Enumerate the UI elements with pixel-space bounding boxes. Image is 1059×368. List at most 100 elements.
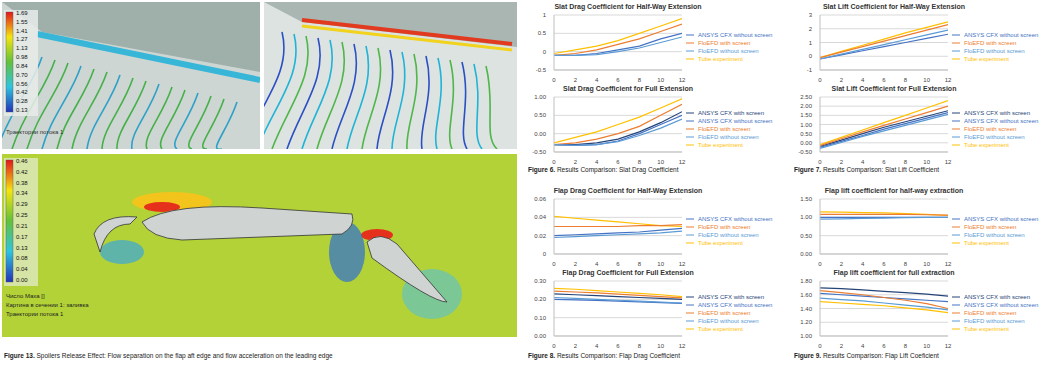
svg-text:1.20: 1.20 — [800, 319, 812, 325]
svg-text:1.00: 1.00 — [534, 94, 546, 100]
svg-text:12: 12 — [945, 77, 952, 82]
svg-text:0.20: 0.20 — [534, 296, 546, 302]
svg-text:0.00: 0.00 — [534, 131, 546, 137]
svg-text:4: 4 — [861, 261, 865, 266]
svg-text:0: 0 — [818, 77, 822, 82]
svg-text:0.10: 0.10 — [534, 315, 546, 321]
svg-text:4: 4 — [595, 343, 599, 348]
svg-text:1.13: 1.13 — [16, 45, 28, 51]
svg-text:0.25: 0.25 — [16, 212, 28, 218]
svg-text:10: 10 — [657, 343, 664, 348]
svg-text:0.00: 0.00 — [800, 140, 812, 146]
svg-text:0.42: 0.42 — [16, 169, 28, 175]
svg-text:0: 0 — [552, 159, 556, 164]
svg-text:10: 10 — [657, 159, 664, 164]
svg-text:2: 2 — [574, 159, 578, 164]
svg-text:2: 2 — [840, 343, 844, 348]
svg-text:8: 8 — [638, 159, 642, 164]
svg-text:3: 3 — [809, 12, 813, 18]
svg-text:2: 2 — [574, 261, 578, 266]
svg-text:2.00: 2.00 — [800, 103, 812, 109]
svg-text:1.55: 1.55 — [16, 19, 28, 25]
svg-text:2.50: 2.50 — [800, 94, 812, 100]
svg-text:0.00: 0.00 — [534, 333, 546, 339]
svg-text:10: 10 — [923, 159, 930, 164]
svg-text:2: 2 — [574, 343, 578, 348]
svg-text:0: 0 — [552, 261, 556, 266]
svg-text:0: 0 — [818, 261, 822, 266]
svg-text:4: 4 — [595, 261, 599, 266]
svg-text:1.27: 1.27 — [16, 36, 28, 42]
svg-text:0.50: 0.50 — [800, 131, 812, 137]
svg-text:0.13: 0.13 — [16, 245, 28, 251]
svg-text:2: 2 — [840, 261, 844, 266]
svg-text:6: 6 — [616, 261, 620, 266]
svg-text:6: 6 — [882, 343, 886, 348]
svg-text:0.50: 0.50 — [800, 233, 812, 239]
svg-text:6: 6 — [882, 77, 886, 82]
svg-text:0: 0 — [543, 251, 547, 257]
svg-text:1.00: 1.00 — [800, 333, 812, 339]
svg-text:0: 0 — [552, 77, 556, 82]
svg-text:0: 0 — [543, 49, 547, 55]
svg-text:1: 1 — [543, 12, 547, 18]
svg-text:-0.50: -0.50 — [798, 149, 812, 155]
svg-text:10: 10 — [923, 343, 930, 348]
svg-text:0.38: 0.38 — [16, 180, 28, 186]
svg-text:1.69: 1.69 — [16, 10, 28, 16]
svg-text:0.04: 0.04 — [534, 214, 546, 220]
svg-text:4: 4 — [595, 159, 599, 164]
svg-text:1.50: 1.50 — [800, 112, 812, 118]
svg-text:0.50: 0.50 — [534, 112, 546, 118]
svg-text:10: 10 — [657, 77, 664, 82]
svg-text:2: 2 — [809, 26, 813, 32]
svg-text:-0.5: -0.5 — [536, 67, 547, 73]
svg-text:10: 10 — [923, 77, 930, 82]
svg-text:1.00: 1.00 — [800, 122, 812, 128]
svg-text:0.02: 0.02 — [534, 233, 546, 239]
svg-text:0.98: 0.98 — [16, 54, 28, 60]
svg-text:8: 8 — [904, 261, 908, 266]
svg-text:12: 12 — [679, 261, 686, 266]
svg-text:Траектории потока 1: Траектории потока 1 — [6, 311, 64, 317]
svg-text:0.34: 0.34 — [16, 190, 28, 196]
svg-text:0: 0 — [818, 159, 822, 164]
svg-text:12: 12 — [945, 343, 952, 348]
svg-text:0.29: 0.29 — [16, 201, 28, 207]
svg-text:12: 12 — [945, 261, 952, 266]
svg-text:0.56: 0.56 — [16, 81, 28, 87]
svg-text:8: 8 — [638, 77, 642, 82]
svg-text:1.50: 1.50 — [800, 196, 812, 202]
svg-text:0.5: 0.5 — [538, 30, 547, 36]
svg-text:8: 8 — [638, 261, 642, 266]
svg-text:1.00: 1.00 — [800, 214, 812, 220]
svg-text:0.08: 0.08 — [16, 255, 28, 261]
svg-text:Картина в сечении 1: заливка: Картина в сечении 1: заливка — [6, 302, 89, 308]
svg-text:1.40: 1.40 — [800, 306, 812, 312]
svg-text:0.42: 0.42 — [16, 89, 28, 95]
svg-text:0.17: 0.17 — [16, 234, 28, 240]
svg-text:6: 6 — [616, 343, 620, 348]
svg-text:Число Маха []: Число Маха [] — [6, 293, 45, 299]
svg-text:-1: -1 — [807, 67, 813, 73]
svg-text:8: 8 — [904, 77, 908, 82]
svg-text:0.30: 0.30 — [534, 278, 546, 284]
svg-text:0.00: 0.00 — [800, 251, 812, 257]
svg-text:4: 4 — [595, 77, 599, 82]
svg-text:0: 0 — [552, 343, 556, 348]
svg-text:-0.50: -0.50 — [532, 149, 546, 155]
svg-text:Траектории потока 1: Траектории потока 1 — [6, 129, 64, 135]
svg-text:6: 6 — [882, 159, 886, 164]
svg-text:10: 10 — [657, 261, 664, 266]
svg-text:2: 2 — [840, 159, 844, 164]
svg-text:4: 4 — [861, 343, 865, 348]
svg-text:1.41: 1.41 — [16, 28, 28, 34]
svg-text:0: 0 — [809, 53, 813, 59]
svg-text:1.60: 1.60 — [800, 292, 812, 298]
svg-text:0.21: 0.21 — [16, 223, 28, 229]
svg-text:12: 12 — [679, 77, 686, 82]
svg-text:0.13: 0.13 — [16, 107, 28, 113]
svg-text:0: 0 — [818, 343, 822, 348]
svg-text:6: 6 — [616, 159, 620, 164]
svg-text:0.84: 0.84 — [16, 63, 28, 69]
